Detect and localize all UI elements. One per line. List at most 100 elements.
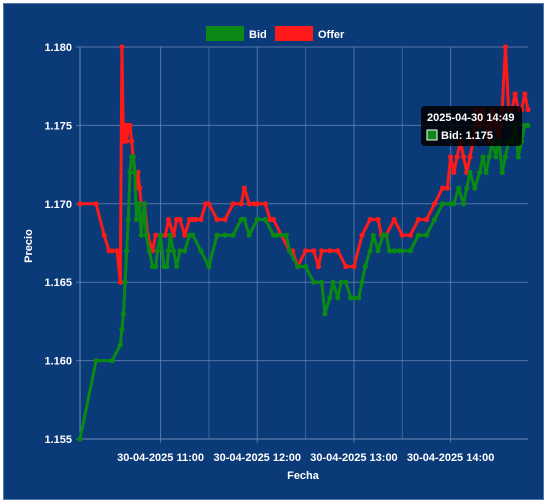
data-point-bid <box>493 154 499 160</box>
tooltip-title: 2025-04-30 14:49 <box>427 112 514 124</box>
data-point-bid <box>230 232 236 238</box>
data-point-offer <box>343 263 349 270</box>
data-point-bid <box>222 232 228 238</box>
data-point-offer <box>117 279 123 285</box>
legend-item-bid[interactable]: Bid <box>206 26 267 41</box>
data-point-offer <box>399 232 405 238</box>
data-point-bid <box>122 279 128 285</box>
data-point-bid <box>415 232 421 238</box>
data-point-offer <box>512 91 518 97</box>
data-point-bid <box>399 248 405 254</box>
data-point-bid <box>146 248 152 254</box>
data-point-offer <box>303 248 309 254</box>
data-point-bid <box>407 248 413 254</box>
data-point-offer <box>262 201 268 207</box>
data-point-bid <box>322 311 328 317</box>
data-point-offer <box>448 154 454 160</box>
data-point-offer <box>230 201 236 207</box>
y-tick-label: 1.155 <box>44 434 72 446</box>
data-point-offer <box>460 154 467 160</box>
data-point-bid <box>154 248 160 254</box>
data-point-offer <box>315 263 322 270</box>
data-point-bid <box>214 232 220 238</box>
data-point-bid <box>274 232 280 238</box>
data-point-bid <box>338 279 344 285</box>
data-point-bid <box>356 295 362 301</box>
data-point-offer <box>101 232 107 238</box>
data-point-offer <box>238 201 244 207</box>
data-point-bid <box>206 263 212 270</box>
y-tick-label: 1.175 <box>44 120 72 132</box>
tooltip-box <box>421 106 522 146</box>
y-axis-title: Precio <box>23 229 35 263</box>
data-point-offer <box>415 216 421 223</box>
data-point-offer <box>311 248 317 254</box>
data-point-offer <box>359 232 365 238</box>
data-point-offer <box>193 216 199 223</box>
chart-frame <box>3 3 544 500</box>
data-point-offer <box>137 185 143 191</box>
legend-swatch-bid <box>206 26 244 41</box>
data-point-bid <box>423 232 430 238</box>
data-point-offer <box>77 201 83 207</box>
data-point-offer <box>166 216 172 223</box>
data-point-bid <box>515 154 521 160</box>
data-point-bid <box>502 154 508 160</box>
data-point-offer <box>214 216 220 223</box>
data-point-bid <box>370 232 376 238</box>
data-point-offer <box>182 232 188 238</box>
data-point-bid <box>164 263 170 270</box>
data-point-bid <box>456 185 462 191</box>
data-point-offer <box>522 91 528 97</box>
data-point-offer <box>198 216 204 223</box>
data-point-bid <box>467 169 473 175</box>
legend-item-offer[interactable]: Offer <box>275 26 345 41</box>
data-point-bid <box>464 185 470 191</box>
data-point-bid <box>246 232 252 238</box>
data-point-bid <box>93 358 99 364</box>
y-tick-label: 1.165 <box>44 277 72 289</box>
data-point-bid <box>109 358 115 364</box>
data-point-offer <box>129 138 135 144</box>
data-point-bid <box>120 311 127 317</box>
data-point-bid <box>278 232 284 238</box>
data-point-bid <box>383 232 389 238</box>
data-point-offer <box>454 154 460 160</box>
data-point-bid <box>330 279 336 285</box>
tooltip: 2025-04-30 14:49 Bid: 1.175 <box>421 106 522 146</box>
data-point-bid <box>198 248 204 254</box>
data-point-bid <box>525 122 531 128</box>
data-point-offer <box>124 138 130 144</box>
data-point-offer <box>502 44 508 50</box>
y-tick-label: 1.180 <box>44 42 72 54</box>
data-point-offer <box>467 154 473 160</box>
data-point-offer <box>109 248 115 254</box>
x-tick-label: 30-04-2025 13:00 <box>310 452 397 464</box>
tooltip-value: Bid: 1.175 <box>441 130 493 142</box>
x-axis-ticks: 30-04-2025 11:00 30-04-2025 12:00 30-04-20… <box>117 452 494 464</box>
data-point-bid <box>177 248 183 254</box>
data-point-bid <box>480 154 486 160</box>
data-point-bid <box>311 279 317 285</box>
data-point-offer <box>319 248 325 254</box>
data-point-bid <box>431 216 438 223</box>
data-point-bid <box>375 248 381 254</box>
data-point-bid <box>140 216 146 223</box>
data-point-bid <box>133 216 139 223</box>
data-point-bid <box>138 232 144 238</box>
data-point-bid <box>303 263 309 270</box>
data-point-bid <box>367 248 373 254</box>
tooltip-separator: : <box>459 130 466 142</box>
data-point-offer <box>270 216 276 223</box>
data-point-bid <box>440 201 446 207</box>
data-point-offer <box>246 201 252 207</box>
data-point-offer <box>335 248 341 254</box>
series-line-bid <box>78 123 528 440</box>
data-point-bid <box>335 295 341 301</box>
data-point-bid <box>486 154 492 160</box>
data-point-bid <box>166 248 172 254</box>
data-point-offer <box>391 216 397 223</box>
data-point-bid <box>190 232 196 238</box>
y-tick-label: 1.170 <box>44 199 72 211</box>
